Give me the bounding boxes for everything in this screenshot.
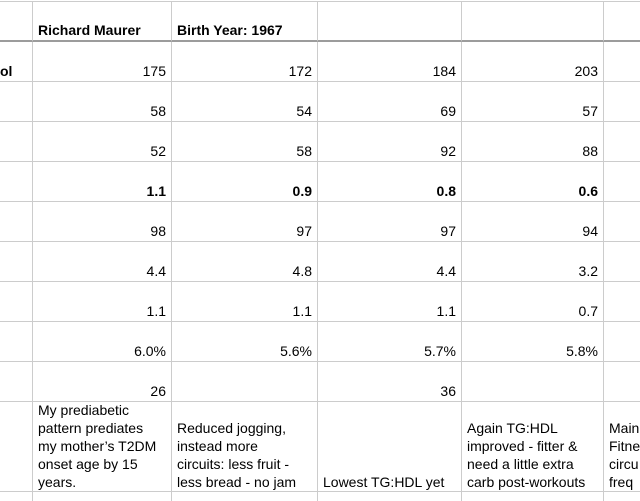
cell[interactable]: 92 xyxy=(318,122,462,162)
cell[interactable]: 172 xyxy=(172,42,318,82)
cell[interactable] xyxy=(604,492,640,501)
cell[interactable]: 0.6 xyxy=(462,162,604,202)
note-cell[interactable]: Main Fitne circu freq xyxy=(604,402,640,492)
cell[interactable]: 175 xyxy=(33,42,172,82)
cell[interactable] xyxy=(462,362,604,402)
cell[interactable]: 5.8% xyxy=(462,322,604,362)
header-cell-empty[interactable] xyxy=(462,2,604,42)
cell[interactable] xyxy=(318,492,462,501)
cell[interactable]: 97 xyxy=(172,202,318,242)
note-cell[interactable]: Again TG:HDL improved - fitter & need a … xyxy=(462,402,604,492)
row-label-cell[interactable] xyxy=(0,362,33,402)
cell[interactable]: 3.2 xyxy=(462,242,604,282)
cell[interactable]: 4.4 xyxy=(33,242,172,282)
row-label-cell[interactable] xyxy=(0,122,33,162)
header-row-label-cell[interactable] xyxy=(0,2,33,42)
cell[interactable] xyxy=(172,492,318,501)
header-cell-empty[interactable] xyxy=(318,2,462,42)
row-label-cell[interactable] xyxy=(0,322,33,362)
cell[interactable]: 58 xyxy=(33,82,172,122)
cell[interactable]: 36 xyxy=(318,362,462,402)
row-label-cell[interactable] xyxy=(0,202,33,242)
cell[interactable]: 1.1 xyxy=(318,282,462,322)
cell[interactable]: 69 xyxy=(318,82,462,122)
cell[interactable]: 26 xyxy=(33,362,172,402)
row-label-cell[interactable]: ol xyxy=(0,42,33,82)
row-label-cell[interactable] xyxy=(0,242,33,282)
cell[interactable] xyxy=(172,362,318,402)
cell[interactable]: 5.6% xyxy=(172,322,318,362)
cell[interactable]: 4.8 xyxy=(172,242,318,282)
cell[interactable] xyxy=(604,242,640,282)
cell[interactable] xyxy=(604,42,640,82)
row-label-cell[interactable] xyxy=(0,402,33,492)
cell[interactable]: 94 xyxy=(462,202,604,242)
cell[interactable]: 97 xyxy=(318,202,462,242)
header-cell-name[interactable]: Richard Maurer xyxy=(33,2,172,42)
cell[interactable]: 203 xyxy=(462,42,604,82)
cell[interactable]: 57 xyxy=(462,82,604,122)
cell[interactable]: 1.1 xyxy=(33,162,172,202)
cell[interactable]: 0.7 xyxy=(462,282,604,322)
row-label-cell[interactable] xyxy=(0,162,33,202)
cell[interactable]: 184 xyxy=(318,42,462,82)
row-label-cell[interactable] xyxy=(0,282,33,322)
note-cell[interactable]: Lowest TG:HDL yet xyxy=(318,402,462,492)
cell[interactable]: 54 xyxy=(172,82,318,122)
cell[interactable] xyxy=(604,282,640,322)
cell[interactable]: 1.1 xyxy=(33,282,172,322)
cell[interactable] xyxy=(604,122,640,162)
cell[interactable] xyxy=(462,492,604,501)
cell[interactable] xyxy=(604,202,640,242)
cell[interactable] xyxy=(604,82,640,122)
note-cell[interactable]: My prediabetic pattern prediates my moth… xyxy=(33,402,172,492)
note-cell[interactable]: Reduced jogging, instead more circuits: … xyxy=(172,402,318,492)
row-label-cell[interactable] xyxy=(0,82,33,122)
cell[interactable] xyxy=(604,362,640,402)
cell[interactable] xyxy=(604,322,640,362)
header-cell-empty[interactable] xyxy=(604,2,640,42)
cell[interactable]: 52 xyxy=(33,122,172,162)
cell[interactable]: 5.7% xyxy=(318,322,462,362)
cell[interactable]: 88 xyxy=(462,122,604,162)
cell[interactable]: 0.8 xyxy=(318,162,462,202)
cell[interactable]: 0.9 xyxy=(172,162,318,202)
cell[interactable] xyxy=(604,162,640,202)
cell[interactable] xyxy=(33,492,172,501)
cell[interactable]: 4.4 xyxy=(318,242,462,282)
cell[interactable]: 58 xyxy=(172,122,318,162)
header-cell-birth-year[interactable]: Birth Year: 1967 xyxy=(172,2,318,42)
cell[interactable]: 98 xyxy=(33,202,172,242)
cell[interactable]: 1.1 xyxy=(172,282,318,322)
cell[interactable] xyxy=(0,492,33,501)
cell[interactable]: 6.0% xyxy=(33,322,172,362)
